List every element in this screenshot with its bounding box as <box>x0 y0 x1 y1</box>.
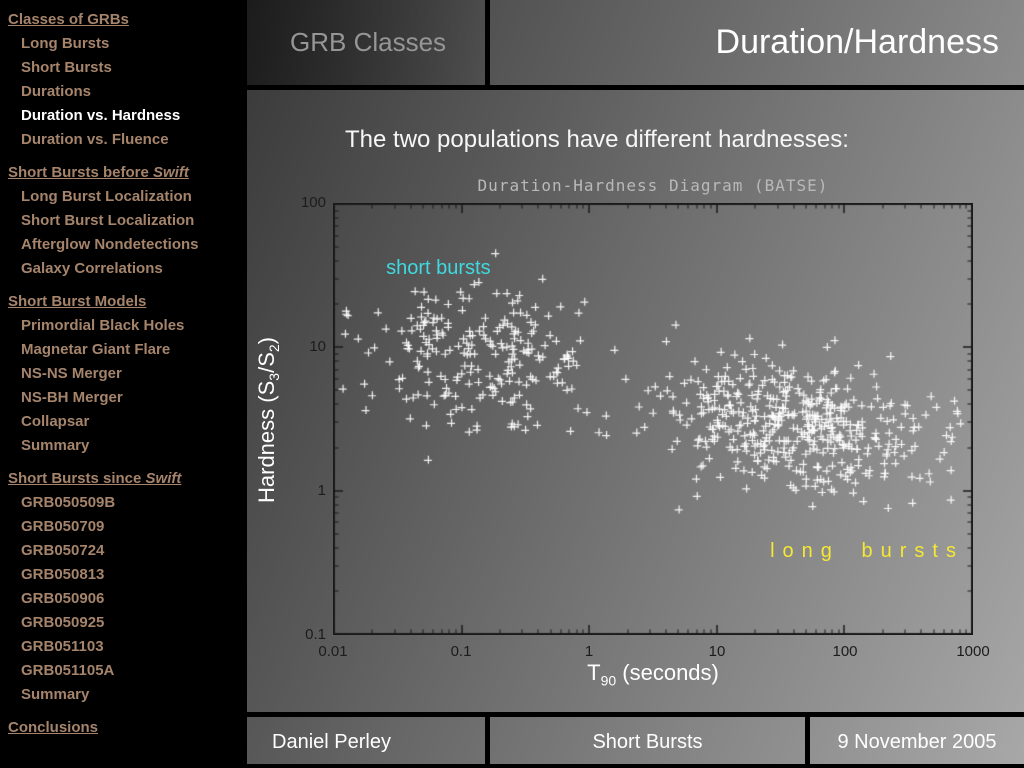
sidebar-header-text: Short Bursts before <box>8 164 154 181</box>
sidebar-header-text: Classes of GRBs <box>8 11 129 28</box>
footer-author: Daniel Perley <box>272 731 391 753</box>
sidebar-item-grb050906[interactable]: GRB050906 <box>21 590 105 607</box>
sidebar-item-duration-vs-hardness[interactable]: Duration vs. Hardness <box>21 107 181 124</box>
sidebar-header-short-burst-models[interactable]: Short Burst Models <box>0 290 247 314</box>
sidebar-header-short-bursts-before-swift[interactable]: Short Bursts before Swift <box>0 161 247 185</box>
sidebar-item-grb051105a[interactable]: GRB051105A <box>21 662 115 679</box>
sidebar-item-duration-vs-fluence[interactable]: Duration vs. Fluence <box>21 131 169 148</box>
sidebar-item-grb050813[interactable]: GRB050813 <box>21 566 105 583</box>
sidebar-header-classes-of-grbs[interactable]: Classes of GRBs <box>0 8 247 32</box>
footer-date: 9 November 2005 <box>837 731 997 753</box>
sidebar-item-short-burst-localization[interactable]: Short Burst Localization <box>21 212 195 229</box>
page-title: Duration/Hardness <box>715 23 999 61</box>
sidebar-item-magnetar-giant-flare[interactable]: Magnetar Giant Flare <box>21 341 171 358</box>
sidebar-header-conclusions[interactable]: Conclusions <box>0 716 247 740</box>
sidebar-section-short-burst-models: Short Burst Models Primordial Black Holes… <box>0 290 247 458</box>
sidebar-item-summary[interactable]: Summary <box>21 437 90 454</box>
x-tick-label: 100 <box>832 643 858 660</box>
header-divider <box>247 85 1024 90</box>
y-axis-label: Hardness (S3/S2) <box>253 337 283 503</box>
sidebar-item-grb050925[interactable]: GRB050925 <box>21 614 105 631</box>
slide-bottom-edge <box>247 764 1024 768</box>
sidebar-item-grb051103[interactable]: GRB051103 <box>21 638 104 655</box>
annotation-long-bursts: long bursts <box>770 539 964 562</box>
y-tick-label: 1 <box>317 482 326 499</box>
sidebar-item-durations[interactable]: Durations <box>21 83 92 100</box>
sidebar-header-italic-text: Swift <box>153 164 189 181</box>
y-tick-label: 100 <box>300 194 326 211</box>
x-tick-label: 0.1 <box>450 643 472 660</box>
sidebar-header-short-bursts-since-swift[interactable]: Short Bursts since Swift <box>0 467 247 491</box>
sidebar-header-text: Conclusions <box>8 719 99 736</box>
sidebar-item-ns-bh-merger[interactable]: NS-BH Merger <box>21 389 123 406</box>
x-tick-label: 1 <box>584 643 594 660</box>
sidebar-item-grb050509b[interactable]: GRB050509B <box>21 494 116 511</box>
x-tick-label: 1000 <box>956 643 990 660</box>
sidebar-item-summary[interactable]: Summary <box>21 686 90 703</box>
slide-subtitle: The two populations have different hardn… <box>345 126 849 153</box>
sidebar-section-conclusions: Conclusions <box>0 716 247 740</box>
footer-divider <box>247 712 1024 717</box>
footer-vertical-divider-1 <box>485 717 490 768</box>
scatter-plot <box>333 203 973 635</box>
x-tick-label: 0.01 <box>318 643 348 660</box>
header-vertical-divider <box>485 0 490 90</box>
chart-title: Duration-Hardness Diagram (BATSE) <box>477 176 829 195</box>
sidebar-header-text: Short Burst Models <box>8 293 147 310</box>
sidebar-item-short-bursts[interactable]: Short Bursts <box>21 59 112 76</box>
sidebar-item-collapsar[interactable]: Collapsar <box>21 413 90 430</box>
x-axis-label: T90 (seconds) <box>587 660 719 689</box>
plot-canvas <box>333 203 973 635</box>
footer-topic: Short Bursts <box>592 731 703 753</box>
sidebar-section-short-bursts-before-swift: Short Bursts before Swift Long Burst Loca… <box>0 161 247 281</box>
sidebar-item-grb050724[interactable]: GRB050724 <box>21 542 105 559</box>
footer-vertical-divider-2 <box>805 717 810 768</box>
annotation-short-bursts: short bursts <box>386 256 491 279</box>
sidebar-item-galaxy-correlations[interactable]: Galaxy Correlations <box>21 260 163 277</box>
sidebar-header-text: Short Bursts since <box>8 470 146 487</box>
header-section-cell: GRB Classes <box>247 0 485 85</box>
x-tick-label: 10 <box>708 643 726 660</box>
sidebar-item-long-bursts[interactable]: Long Bursts <box>21 35 110 52</box>
sidebar-item-grb050709[interactable]: GRB050709 <box>21 518 105 535</box>
y-tick-label: 10 <box>309 338 326 355</box>
sidebar: Classes of GRBs Long Bursts Short Bursts Du… <box>0 0 247 768</box>
sidebar-section-classes-of-grbs: Classes of GRBs Long Bursts Short Bursts Du… <box>0 8 247 152</box>
header-section-label: GRB Classes <box>290 27 447 57</box>
sidebar-item-primordial-black-holes[interactable]: Primordial Black Holes <box>21 317 185 334</box>
sidebar-item-afterglow-nondetections[interactable]: Afterglow Nondetections <box>21 236 199 253</box>
sidebar-item-ns-ns-merger[interactable]: NS-NS Merger <box>21 365 122 382</box>
sidebar-item-long-burst-localization[interactable]: Long Burst Localization <box>21 188 192 205</box>
y-tick-label: 0.1 <box>305 626 326 643</box>
sidebar-section-short-bursts-since-swift: Short Bursts since Swift GRB050509B GRB050… <box>0 467 247 707</box>
sidebar-header-italic-text: Swift <box>145 470 182 487</box>
